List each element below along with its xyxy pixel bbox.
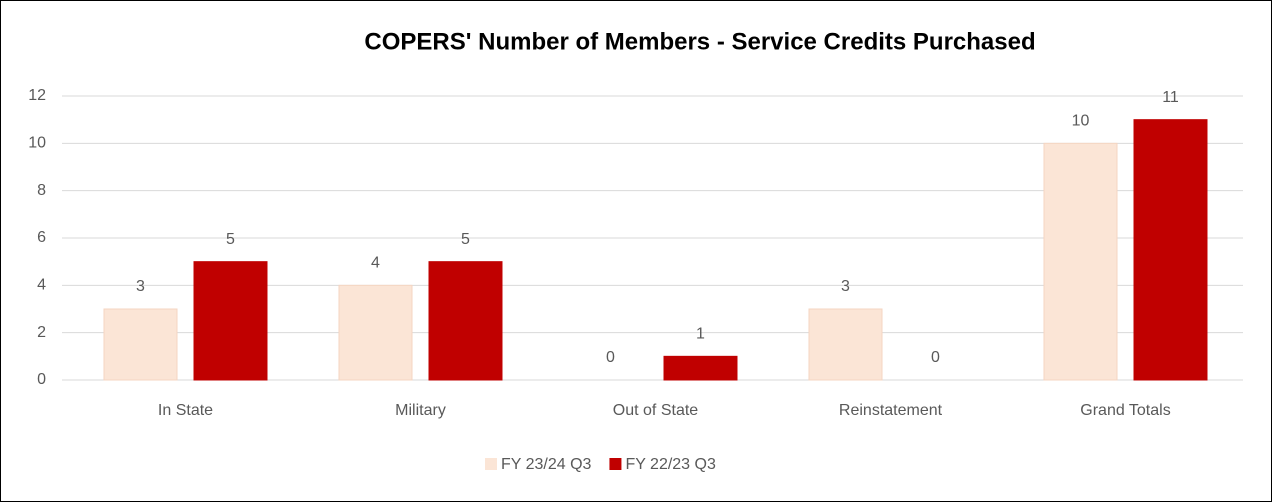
legend-label: FY 23/24 Q3 bbox=[501, 456, 592, 473]
data-label: 5 bbox=[226, 231, 235, 248]
legend-swatch bbox=[609, 458, 622, 470]
x-tick-label: Grand Totals bbox=[1080, 402, 1170, 419]
x-tick-label: Military bbox=[395, 402, 446, 419]
data-label: 11 bbox=[1162, 89, 1179, 106]
y-tick-label: 2 bbox=[37, 324, 46, 341]
bar bbox=[103, 308, 178, 381]
bar bbox=[1133, 119, 1208, 381]
data-label: 3 bbox=[841, 278, 850, 295]
data-label: 0 bbox=[606, 349, 615, 366]
bar bbox=[1043, 142, 1118, 381]
legend-swatch bbox=[485, 458, 497, 470]
legend-label: FY 22/23 Q3 bbox=[625, 456, 716, 473]
y-tick-label: 0 bbox=[37, 371, 46, 388]
y-tick-label: 10 bbox=[28, 135, 46, 152]
data-label: 3 bbox=[136, 278, 145, 295]
bar bbox=[808, 308, 883, 381]
y-tick-label: 8 bbox=[37, 182, 46, 199]
bar bbox=[338, 284, 413, 381]
y-tick-label: 4 bbox=[37, 277, 46, 294]
data-label: 0 bbox=[931, 349, 940, 366]
data-label: 5 bbox=[461, 231, 470, 248]
y-tick-label: 6 bbox=[37, 229, 46, 246]
x-tick-label: In State bbox=[158, 402, 213, 419]
x-tick-label: Reinstatement bbox=[839, 402, 943, 419]
data-label: 10 bbox=[1072, 113, 1090, 130]
data-label: 4 bbox=[371, 255, 380, 272]
y-tick-label: 12 bbox=[28, 87, 46, 104]
bar bbox=[193, 261, 268, 381]
data-label: 1 bbox=[696, 326, 705, 343]
bar bbox=[663, 355, 738, 381]
chart-title: COPERS' Number of Members - Service Cred… bbox=[364, 28, 1035, 55]
x-tick-label: Out of State bbox=[613, 402, 698, 419]
bar bbox=[428, 261, 503, 381]
